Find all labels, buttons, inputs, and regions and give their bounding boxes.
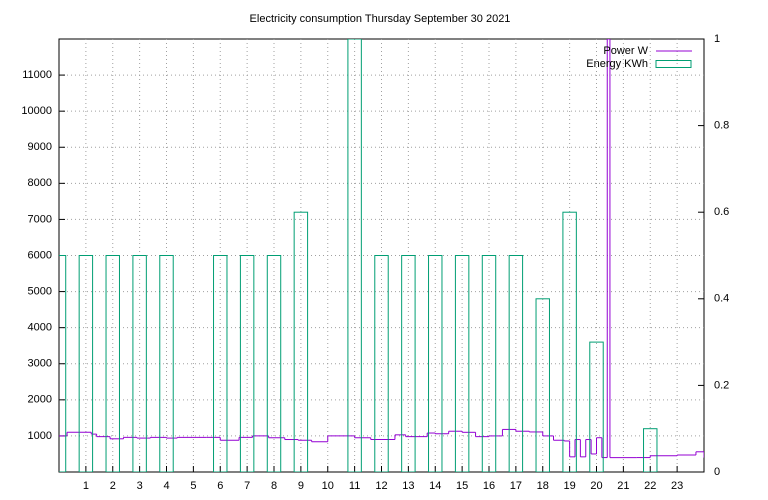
y-tick-label: 1000 [28, 430, 52, 442]
x-tick-label: 3 [137, 480, 143, 492]
y-tick-label: 2000 [28, 394, 52, 406]
y-tick-label: 6000 [28, 249, 52, 261]
energy-bar [508, 255, 524, 472]
y-tick-label: 9000 [28, 141, 52, 153]
energy-bar [589, 341, 604, 472]
energy-bar [105, 255, 120, 472]
energy-bar [481, 255, 497, 472]
x-tick-label: 19 [564, 480, 576, 492]
x-tick-label: 9 [298, 480, 304, 492]
y2-tick-label: 0.2 [714, 379, 729, 391]
energy-bar [159, 255, 174, 472]
legend-label: Energy KWh [586, 58, 648, 70]
y2-tick-label: 0.4 [714, 293, 729, 305]
energy-bar [78, 255, 94, 472]
x-tick-label: 23 [671, 480, 683, 492]
energy-bar [213, 255, 228, 472]
energy-bar [239, 255, 255, 472]
x-tick-label: 15 [456, 480, 468, 492]
legend-label: Power W [603, 45, 648, 57]
x-tick-label: 13 [402, 480, 414, 492]
energy-bar [454, 255, 470, 472]
x-tick-label: 2 [110, 480, 116, 492]
energy-bar [132, 255, 147, 472]
y-tick-label: 3000 [28, 358, 52, 370]
legend-swatch [655, 60, 692, 68]
energy-bar [347, 39, 362, 472]
x-tick-label: 10 [322, 480, 334, 492]
x-tick-label: 16 [483, 480, 495, 492]
y-tick-label: 7000 [28, 213, 52, 225]
y-tick-label: 5000 [28, 285, 52, 297]
energy-bar [428, 255, 443, 472]
x-tick-label: 14 [429, 480, 441, 492]
x-tick-label: 12 [375, 480, 387, 492]
x-tick-label: 18 [537, 480, 549, 492]
y2-tick-label: 0.6 [714, 206, 729, 218]
plot-area [59, 39, 704, 472]
x-tick-label: 6 [217, 480, 223, 492]
x-tick-label: 21 [617, 480, 629, 492]
energy-bar [374, 255, 389, 472]
x-tick-label: 4 [163, 480, 169, 492]
y-tick-label: 8000 [28, 177, 52, 189]
y2-tick-label: 0.8 [714, 120, 729, 132]
y-tick-label: 10000 [21, 105, 52, 117]
y2-tick-label: 1 [714, 33, 720, 45]
x-tick-label: 8 [271, 480, 277, 492]
energy-bar [643, 428, 658, 472]
energy-bar [562, 211, 577, 472]
y-tick-label: 11000 [22, 69, 52, 81]
chart-title: Electricity consumption Thursday Septemb… [250, 13, 511, 25]
energy-bar [293, 211, 309, 472]
energy-bar [401, 255, 416, 472]
y-tick-label: 4000 [28, 322, 52, 334]
x-tick-label: 17 [510, 480, 522, 492]
x-tick-label: 5 [190, 480, 196, 492]
energy-bar [59, 255, 67, 472]
x-tick-label: 20 [590, 480, 602, 492]
x-tick-label: 22 [644, 480, 656, 492]
x-tick-label: 7 [244, 480, 250, 492]
x-tick-label: 1 [83, 480, 89, 492]
y2-tick-label: 0 [714, 466, 720, 478]
energy-bar [266, 255, 282, 472]
x-tick-label: 11 [349, 480, 360, 492]
energy-bar [535, 298, 550, 472]
